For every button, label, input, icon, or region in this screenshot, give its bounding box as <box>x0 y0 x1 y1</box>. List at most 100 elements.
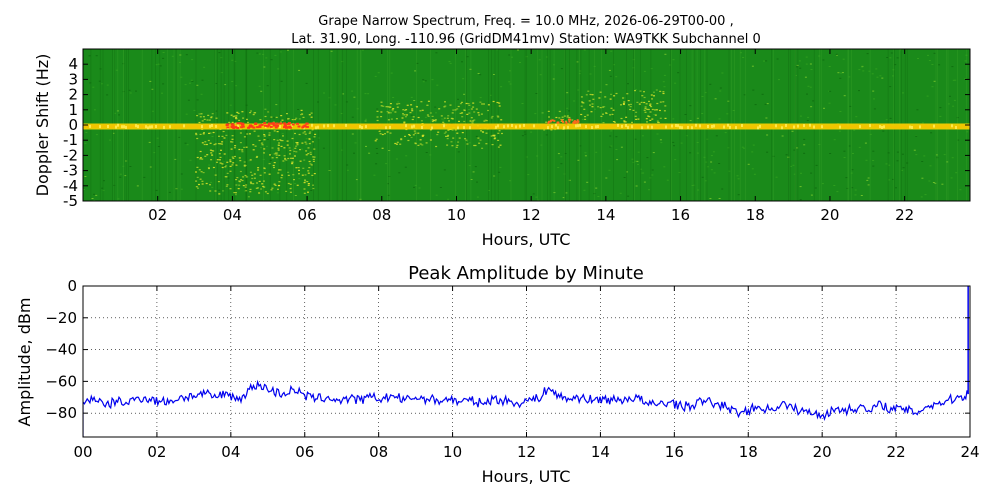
spectrogram-noise-speck <box>718 163 721 164</box>
spectrogram-feature-speck <box>411 110 414 112</box>
spectrogram-noise-speck <box>608 69 611 71</box>
spectrogram-feature-speck <box>659 90 662 92</box>
spectrogram-feature-speck <box>228 121 231 123</box>
spectrogram-feature-speck <box>485 143 488 145</box>
spectrogram-noise-speck <box>218 52 221 54</box>
spectrogram-noise-speck <box>879 75 882 77</box>
spectrogram-feature-speck <box>403 114 406 116</box>
spectrogram-feature-speck <box>268 173 271 175</box>
spectrogram-feature-speck <box>657 121 660 123</box>
spectrogram-feature-speck <box>242 176 245 178</box>
spectrogram-carrier-speck <box>239 123 241 127</box>
spectrogram-carrier-speck <box>711 125 713 128</box>
spectrogram-noise-speck <box>210 181 212 183</box>
spectrogram-noise-speck <box>155 189 158 191</box>
spectrogram-carrier-speck <box>675 124 677 127</box>
spectrogram-feature-speck <box>581 101 584 103</box>
spectrogram-carrier-speck <box>183 124 185 128</box>
spectrogram-carrier-speck <box>853 125 855 129</box>
spectrogram-feature-speck <box>304 174 307 176</box>
spectrogram-feature-speck <box>496 101 499 104</box>
spectrogram-carrier-speck <box>529 123 531 127</box>
spectrogram-noise-speck <box>631 158 634 160</box>
spectrogram-feature-speck <box>221 163 224 165</box>
spectrogram-feature-speck <box>226 112 229 114</box>
spectrogram-feature-speck <box>376 119 379 122</box>
spectrogram-carrier-speck <box>923 125 925 129</box>
spectrogram-noise-speck <box>342 93 345 95</box>
spectrogram-carrier-speck <box>947 123 949 127</box>
spectrogram-feature-speck <box>448 120 450 122</box>
spectrogram-feature-speck <box>282 160 285 162</box>
spectrogram-feature-speck <box>386 131 389 133</box>
spectrogram-noise-speck <box>913 149 916 151</box>
spectrogram-noise-speck <box>449 62 452 64</box>
spectrogram-carrier-speck <box>107 125 109 128</box>
spectrogram-feature-speck <box>610 107 613 109</box>
spectrogram-carrier-speck <box>653 124 655 128</box>
spectrogram-feature-speck <box>244 174 247 177</box>
spectrogram-feature-speck <box>234 155 236 158</box>
spectrogram-noise-speck <box>535 93 538 94</box>
spectrogram-noise-speck <box>402 115 405 117</box>
spectrogram-noise-speck <box>225 165 228 167</box>
spectrogram-feature-speck <box>284 157 287 159</box>
spectrogram-feature-speck <box>591 103 594 105</box>
spectrogram-carrier-speck <box>925 124 927 128</box>
spectrogram-feature-speck <box>198 183 200 186</box>
spectrogram-carrier <box>83 118 970 130</box>
spectrogram-noise-speck <box>796 147 799 149</box>
spectrogram-feature-speck <box>230 148 233 150</box>
spectrogram-noise-speck <box>875 68 878 70</box>
spectrogram-noise-speck <box>83 189 85 190</box>
spectrogram-feature-speck <box>387 112 390 114</box>
spectrogram-feature-speck <box>292 174 295 176</box>
spectrogram-y-tick-label: 0 <box>68 116 78 134</box>
spectrogram-feature-speck <box>208 119 211 121</box>
spectrogram-feature-speck <box>238 148 241 151</box>
spectrogram-noise-speck <box>718 118 721 120</box>
spectrogram-feature-speck <box>477 112 480 114</box>
spectrogram-noise-speck <box>858 69 861 71</box>
spectrogram-carrier-speck <box>133 124 135 128</box>
spectrogram-feature-speck <box>382 105 385 107</box>
spectrogram-carrier-speck <box>499 124 501 128</box>
spectrogram-carrier-speck <box>331 124 333 128</box>
spectrogram-carrier-speck <box>743 125 745 129</box>
spectrogram-feature-speck <box>376 116 379 118</box>
spectrogram-noise-speck <box>351 116 354 118</box>
spectrogram-noise-speck <box>888 164 891 166</box>
spectrogram-noise-speck <box>805 56 808 58</box>
spectrogram-feature-speck <box>491 144 494 146</box>
spectrogram-feature-speck <box>212 150 215 152</box>
spectrogram-noise-speck <box>568 110 570 112</box>
spectrogram-noise-speck <box>766 134 769 136</box>
spectrogram-noise-speck <box>211 186 214 188</box>
spectrogram-feature-speck <box>211 113 214 115</box>
spectrogram-carrier-speck <box>767 125 769 129</box>
spectrogram-feature-speck <box>625 116 628 118</box>
spectrogram-noise-speck <box>882 130 885 132</box>
spectrogram-feature-speck <box>308 160 311 163</box>
spectrogram-carrier-speck <box>85 125 87 129</box>
spectrogram-feature-speck <box>389 132 392 134</box>
spectrogram-noise-speck <box>418 187 421 189</box>
spectrogram-noise-speck <box>954 79 957 81</box>
spectrogram-noise-speck <box>861 65 864 67</box>
spectrogram-carrier-speck <box>565 125 567 129</box>
spectrogram-feature-speck <box>249 181 252 183</box>
spectrogram-noise-speck <box>410 136 413 138</box>
spectrogram-feature-speck <box>224 166 227 168</box>
spectrogram-feature-speck <box>639 90 642 92</box>
spectrogram-peak-speck <box>256 126 260 129</box>
spectrogram-carrier-speck <box>427 126 429 130</box>
spectrogram-feature-speck <box>380 111 383 113</box>
spectrogram-noise-speck <box>365 145 367 147</box>
spectrogram-carrier-speck <box>411 125 413 129</box>
spectrogram-feature-speck <box>251 177 254 180</box>
spectrogram-feature-speck <box>627 100 630 102</box>
spectrogram-feature-speck <box>566 116 569 118</box>
spectrogram-noise-speck <box>660 142 663 144</box>
spectrogram-feature-speck <box>492 134 495 136</box>
spectrogram-feature-speck <box>235 164 238 166</box>
